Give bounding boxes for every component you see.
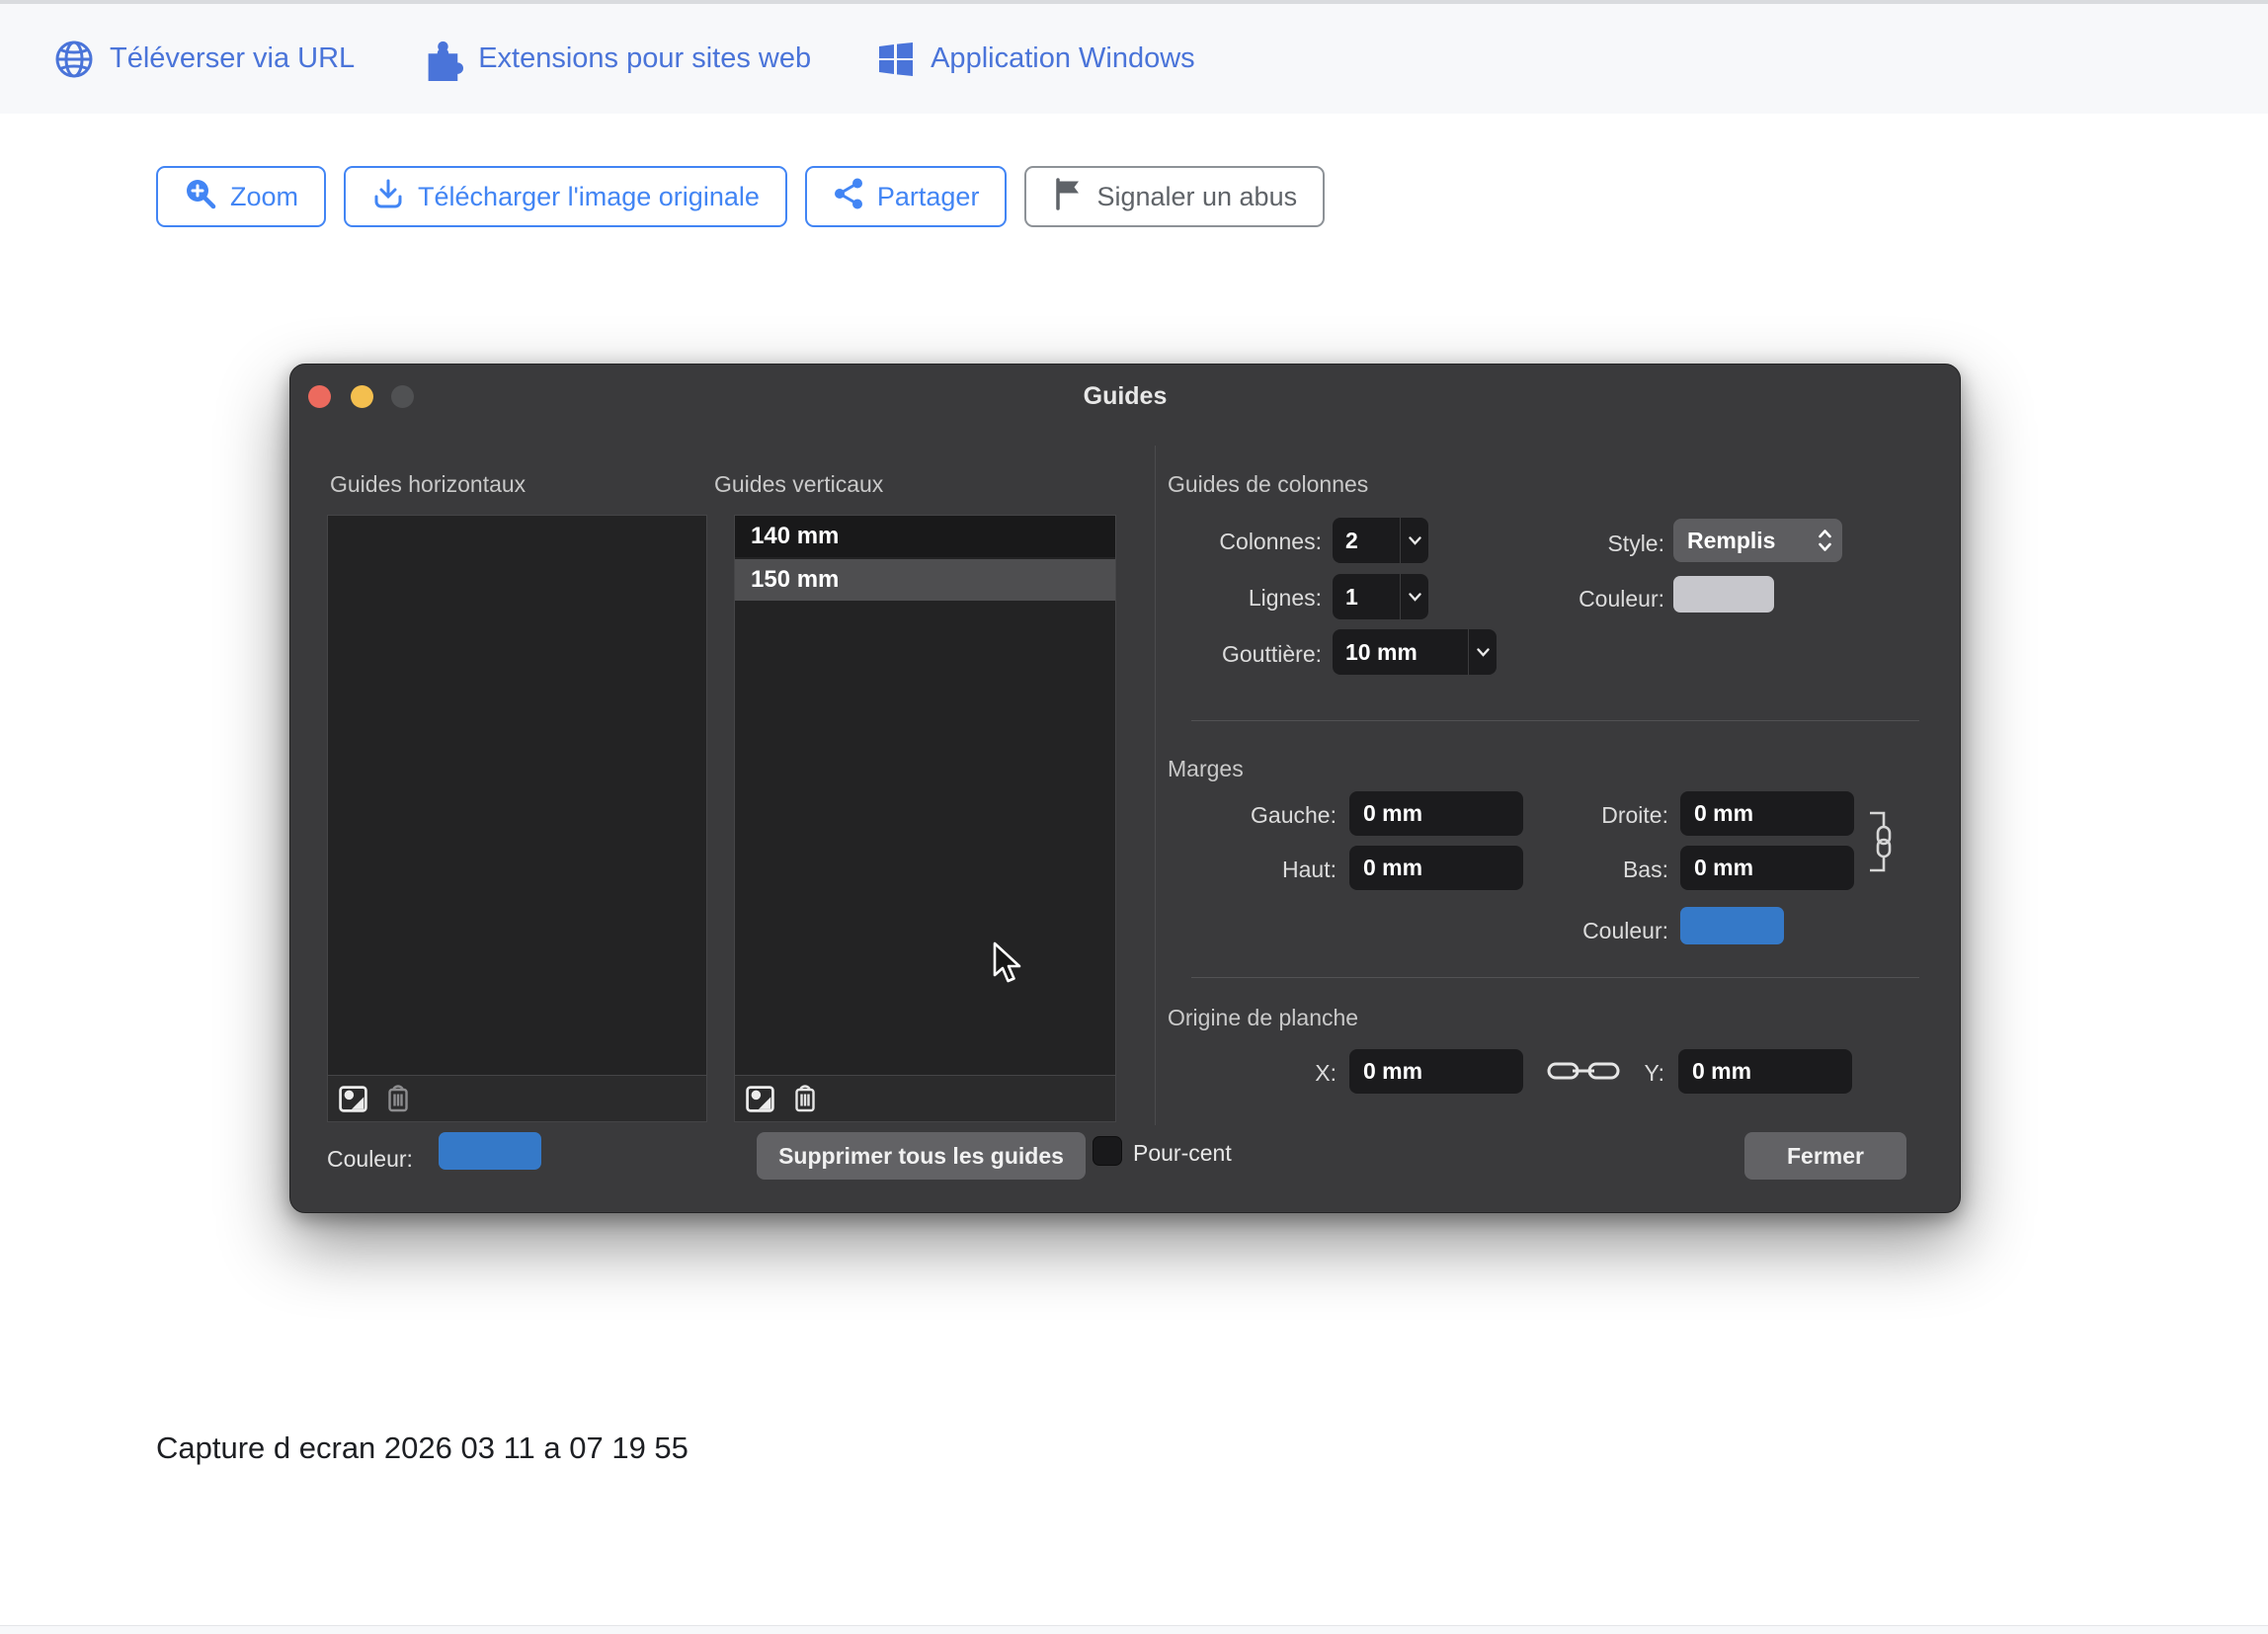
image-caption: Capture d ecran 2026 03 11 a 07 19 55 <box>156 1430 688 1465</box>
download-button-label: Télécharger l'image originale <box>418 181 760 211</box>
page-footer-strip <box>0 1625 2268 1634</box>
colonnes-select[interactable]: 2 <box>1333 518 1428 563</box>
nav-item-label: Extensions pour sites web <box>478 42 812 74</box>
origine-section-title: Origine de planche <box>1168 1005 1359 1030</box>
gauche-label: Gauche: <box>1251 802 1336 828</box>
delete-guide-icon[interactable] <box>791 1084 819 1114</box>
haut-label: Haut: <box>1282 857 1336 882</box>
horizontal-guides-list-body[interactable] <box>328 516 706 1075</box>
lignes-select[interactable]: 1 <box>1333 574 1428 619</box>
guide-list-item[interactable]: 140 mm <box>735 516 1115 557</box>
gouttiere-select[interactable]: 10 mm <box>1333 629 1497 675</box>
nav-item-label: Téléverser via URL <box>110 42 356 74</box>
horizontal-guides-label: Guides horizontaux <box>330 471 526 497</box>
columns-section-title: Guides de colonnes <box>1168 471 1369 497</box>
download-icon <box>371 177 405 217</box>
guides-color-swatch[interactable] <box>439 1132 541 1170</box>
chevron-down-icon <box>1468 629 1497 675</box>
report-button-label: Signaler un abus <box>1096 181 1298 211</box>
share-icon <box>833 177 864 217</box>
add-guide-icon[interactable] <box>745 1084 775 1114</box>
colonnes-label: Colonnes: <box>1219 529 1322 554</box>
columns-couleur-label: Couleur: <box>1579 586 1664 612</box>
x-label: X: <box>1315 1060 1336 1086</box>
droite-input[interactable] <box>1680 791 1854 836</box>
section-divider <box>1191 720 1919 721</box>
style-value: Remplis <box>1687 527 1776 553</box>
gouttiere-value: 10 mm <box>1345 638 1418 665</box>
horizontal-guides-list <box>327 515 707 1122</box>
top-nav-bar: Téléverser via URL Extensions pour sites… <box>0 0 2268 114</box>
vertical-guides-label: Guides verticaux <box>714 471 884 497</box>
droite-label: Droite: <box>1601 802 1668 828</box>
marges-color-swatch[interactable] <box>1680 907 1784 944</box>
link-margins-icon[interactable] <box>1868 803 1900 885</box>
guide-list-item-selected[interactable]: 150 mm <box>735 559 1115 601</box>
magnifier-plus-icon <box>184 177 217 217</box>
up-down-chevrons-icon <box>1807 529 1842 552</box>
panel-divider <box>1155 446 1156 1125</box>
download-original-button[interactable]: Télécharger l'image originale <box>344 166 787 227</box>
y-label: Y: <box>1644 1060 1664 1086</box>
nav-item-upload-url[interactable]: Téléverser via URL <box>53 39 355 80</box>
zoom-button-label: Zoom <box>230 181 299 211</box>
share-button-label: Partager <box>876 181 980 211</box>
globe-icon <box>53 39 95 80</box>
columns-color-swatch[interactable] <box>1673 576 1774 613</box>
percent-label: Pour-cent <box>1133 1140 1232 1166</box>
minimize-window-button[interactable] <box>351 385 373 408</box>
add-guide-icon[interactable] <box>338 1084 368 1114</box>
footer-couleur-label: Couleur: <box>327 1146 413 1172</box>
marges-couleur-label: Couleur: <box>1582 918 1668 943</box>
bas-label: Bas: <box>1622 857 1668 882</box>
haut-input[interactable] <box>1349 846 1523 890</box>
colonnes-value: 2 <box>1345 527 1358 553</box>
windows-icon <box>876 40 916 79</box>
dialog-title: Guides <box>1083 382 1168 410</box>
clear-all-guides-button[interactable]: Supprimer tous les guides <box>757 1132 1086 1180</box>
y-input[interactable] <box>1678 1049 1852 1094</box>
delete-guide-icon[interactable] <box>384 1084 412 1114</box>
link-origin-icon[interactable] <box>1545 1054 1622 1093</box>
section-divider <box>1191 977 1919 978</box>
vertical-guides-list-footer <box>735 1075 1115 1121</box>
percent-checkbox[interactable] <box>1093 1136 1122 1166</box>
marges-section-title: Marges <box>1168 756 1244 781</box>
gauche-input[interactable] <box>1349 791 1523 836</box>
puzzle-icon <box>420 38 464 81</box>
lignes-value: 1 <box>1345 583 1358 610</box>
flag-icon <box>1052 176 1084 218</box>
share-button[interactable]: Partager <box>804 166 1008 227</box>
close-dialog-button[interactable]: Fermer <box>1744 1132 1906 1180</box>
close-window-button[interactable] <box>308 385 331 408</box>
nav-item-extensions[interactable]: Extensions pour sites web <box>420 38 811 81</box>
report-abuse-button[interactable]: Signaler un abus <box>1024 166 1326 227</box>
style-label: Style: <box>1607 531 1664 556</box>
image-actions-toolbar: Zoom Télécharger l'image originale Parta… <box>156 166 1326 227</box>
lignes-label: Lignes: <box>1248 585 1322 611</box>
nav-item-windows-app[interactable]: Application Windows <box>876 40 1195 79</box>
zoom-button[interactable]: Zoom <box>156 166 327 227</box>
guides-dialog-window: Guides Guides horizontaux Guides vertica… <box>289 364 1961 1213</box>
horizontal-guides-list-footer <box>328 1075 706 1121</box>
vertical-guides-list-body[interactable]: 140 mm 150 mm <box>735 516 1115 1075</box>
zoom-window-button <box>391 385 414 408</box>
gouttiere-label: Gouttière: <box>1222 641 1322 667</box>
style-select[interactable]: Remplis <box>1673 519 1842 562</box>
chevron-down-icon <box>1400 518 1428 563</box>
vertical-guides-list: 140 mm 150 mm <box>734 515 1116 1122</box>
nav-item-label: Application Windows <box>931 42 1195 74</box>
chevron-down-icon <box>1400 574 1428 619</box>
x-input[interactable] <box>1349 1049 1523 1094</box>
bas-input[interactable] <box>1680 846 1854 890</box>
